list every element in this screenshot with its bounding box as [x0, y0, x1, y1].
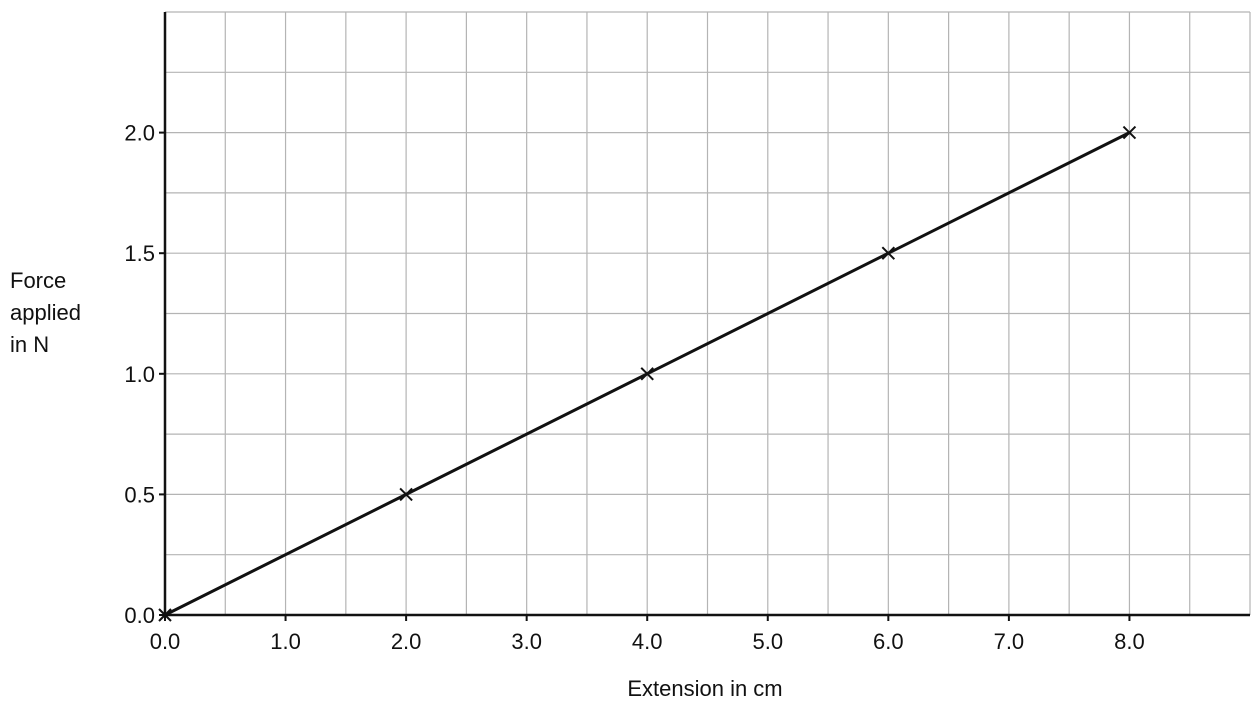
x-tick-label: 8.0 [1114, 629, 1145, 654]
x-tick-label: 1.0 [270, 629, 301, 654]
tick-labels: 0.0 1.0 2.0 3.0 4.0 5.0 6.0 7.0 8.0 0.0 0.5 1.0 1.5 2… [124, 121, 1144, 654]
data-point-marker-stroke [881, 246, 896, 260]
y-tick-label: 1.0 [124, 362, 155, 387]
x-tick-label: 3.0 [511, 629, 542, 654]
x-tick-label: 7.0 [994, 629, 1025, 654]
y-tick-label: 0.0 [124, 603, 155, 628]
x-tick-label: 6.0 [873, 629, 904, 654]
x-tick-label: 0.0 [150, 629, 181, 654]
data-point-marker-stroke [640, 367, 654, 381]
x-tick-label: 4.0 [632, 629, 663, 654]
x-tick-label: 2.0 [391, 629, 422, 654]
data-point-marker-stroke [1122, 125, 1137, 140]
data-series [158, 125, 1137, 622]
y-axis-title-line: Force [10, 268, 66, 293]
data-point-marker [399, 487, 413, 502]
x-axis-title: Extension in cm [627, 676, 782, 701]
y-axis-title-line: in N [10, 332, 49, 357]
y-axis-title-line: applied [10, 300, 81, 325]
data-point-marker [1122, 125, 1137, 140]
data-point-marker [158, 608, 172, 622]
data-point-marker-stroke [158, 608, 172, 622]
y-tick-label: 1.5 [124, 241, 155, 266]
x-tick-label: 5.0 [752, 629, 783, 654]
y-tick-label: 0.5 [124, 482, 155, 507]
axes [159, 12, 1250, 621]
data-point-marker-stroke [399, 487, 413, 502]
y-tick-label: 2.0 [124, 121, 155, 146]
data-point-marker [640, 367, 654, 381]
data-point-marker [881, 246, 896, 260]
grid-lines [165, 11, 1251, 615]
y-axis-title: Force applied in N [10, 268, 81, 357]
